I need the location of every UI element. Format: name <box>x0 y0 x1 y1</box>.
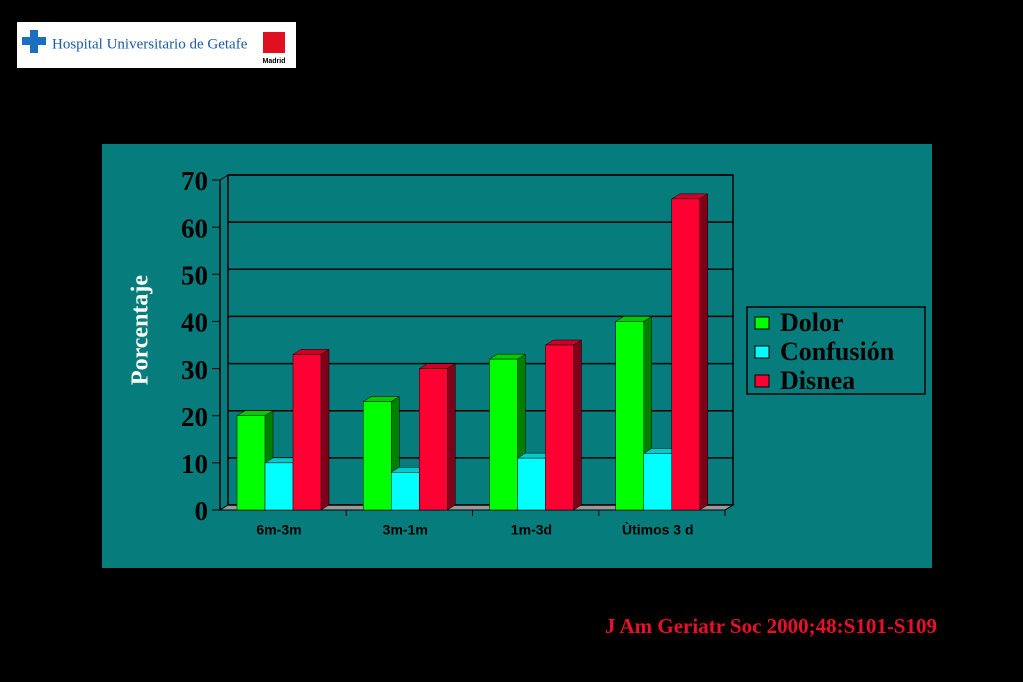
logo-box <box>17 22 296 68</box>
bar <box>643 453 672 511</box>
bar <box>363 401 392 511</box>
legend-box <box>746 306 926 395</box>
y-tick-label: 20 <box>181 402 208 432</box>
legend-label: Confusión <box>780 337 895 366</box>
bar <box>545 344 574 511</box>
region-text: Madrid <box>263 58 286 65</box>
logo-text: Hospital Universitario de Getafe <box>52 36 248 52</box>
y-tick-label: 0 <box>195 496 209 526</box>
x-tick-label: Ùtimos 3 d <box>622 521 694 538</box>
y-tick-label: 10 <box>181 449 208 479</box>
bar <box>489 358 518 511</box>
logo: Hospital Universitario de Getafe Madrid <box>17 22 296 68</box>
bar-side <box>320 348 330 511</box>
bar <box>671 198 700 511</box>
legend-swatch <box>754 316 770 330</box>
citation: J Am Geriatr Soc 2000;48:S101-S109 <box>605 614 937 638</box>
legend-label: Dolor <box>780 308 844 337</box>
bar-side <box>699 193 708 511</box>
bar <box>419 368 448 511</box>
y-tick-label: 50 <box>181 260 208 290</box>
bar <box>292 354 322 511</box>
x-tick-label: 6m-3m <box>256 522 301 538</box>
y-tick-label: 70 <box>181 166 208 196</box>
legend-swatch <box>754 345 770 359</box>
logo-cross <box>22 30 46 53</box>
y-tick-label: 30 <box>181 355 208 385</box>
region-flag <box>263 32 285 53</box>
y-tick-label: 60 <box>181 213 208 243</box>
x-tick-label: 3m-1m <box>383 522 428 538</box>
bar-side <box>447 363 456 511</box>
bar-side <box>573 339 582 511</box>
bar <box>236 415 266 511</box>
bar <box>615 321 644 511</box>
legend-label: Disnea <box>780 366 855 395</box>
bar <box>264 462 294 511</box>
bar <box>517 457 546 511</box>
legend-swatch <box>754 374 770 388</box>
x-tick-label: 1m-3d <box>511 522 552 538</box>
y-axis-label: Porcentaje <box>128 275 154 386</box>
y-tick-label: 40 <box>181 308 208 338</box>
bar <box>391 472 420 511</box>
